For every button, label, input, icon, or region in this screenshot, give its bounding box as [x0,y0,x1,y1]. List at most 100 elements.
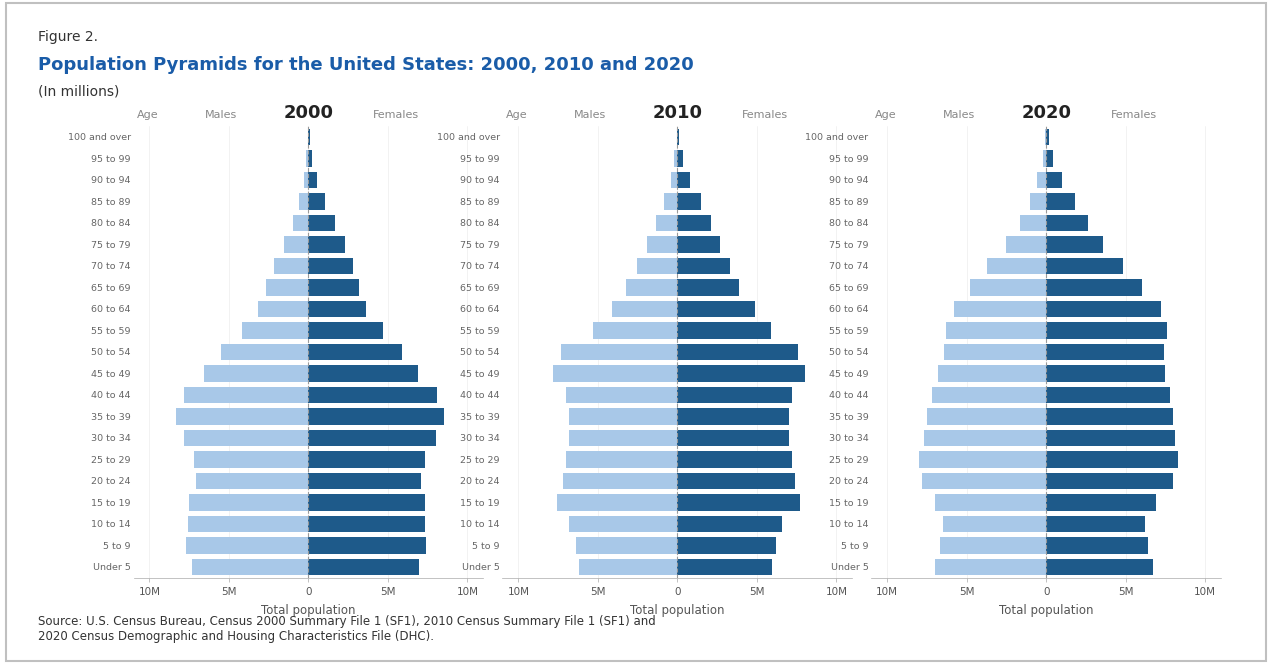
Bar [284,236,309,253]
Bar [579,558,678,575]
Bar [678,494,800,511]
Bar [1047,537,1149,554]
Bar [566,451,678,468]
Bar [943,515,1047,533]
Bar [678,430,789,446]
Bar [1043,150,1047,167]
Bar [678,236,720,253]
Bar [678,129,679,145]
Bar [927,408,1047,425]
Bar [309,451,425,468]
Bar [309,193,326,210]
Bar [678,193,701,210]
Bar [1047,408,1174,425]
Bar [1047,322,1168,339]
Bar [309,150,312,167]
Bar [612,301,678,317]
Bar [309,171,317,189]
X-axis label: Total population: Total population [261,604,356,617]
Bar [678,322,771,339]
Bar [1047,386,1170,403]
Bar [561,343,678,361]
Bar [557,494,678,511]
Bar [922,473,1047,489]
Bar [1047,515,1145,533]
Bar [309,279,360,295]
Bar [931,386,1047,403]
Bar [192,558,309,575]
Bar [678,537,776,554]
Bar [570,515,678,533]
Bar [309,129,310,145]
Bar [553,365,678,382]
Bar [1047,150,1053,167]
Bar [939,365,1047,382]
Text: Source: U.S. Census Bureau, Census 2000 Summary File 1 (SF1), 2010 Census Summar: Source: U.S. Census Bureau, Census 2000 … [38,615,656,643]
Bar [678,558,772,575]
Bar [196,473,309,489]
Bar [1047,473,1174,489]
Bar [678,408,789,425]
Bar [1047,193,1075,210]
Bar [307,150,309,167]
Bar [188,515,309,533]
Bar [204,365,309,382]
Bar [678,386,791,403]
Bar [678,150,683,167]
Bar [940,537,1047,554]
Bar [647,236,678,253]
Bar [309,386,438,403]
Bar [1030,193,1047,210]
Bar [309,365,418,382]
Bar [1047,494,1156,511]
Bar [1038,171,1047,189]
Bar [935,494,1047,511]
Text: Males: Males [574,110,605,120]
Text: Figure 2.: Figure 2. [38,30,98,44]
Bar [971,279,1047,295]
Bar [266,279,309,295]
Bar [946,322,1047,339]
Bar [944,343,1047,361]
Bar [935,558,1047,575]
Text: Males: Males [205,110,237,120]
Bar [184,430,309,446]
Bar [309,343,402,361]
Text: Females: Females [742,110,787,120]
Bar [1047,236,1104,253]
Bar [1047,301,1161,317]
Bar [221,343,309,361]
Bar [678,473,795,489]
Bar [570,408,678,425]
Bar [923,430,1047,446]
Bar [678,515,782,533]
Bar [186,537,309,554]
Bar [1047,558,1152,575]
Bar [954,301,1047,317]
Bar [987,258,1047,274]
Bar [309,473,421,489]
Bar [1047,129,1049,145]
Bar [570,430,678,446]
Bar [678,451,791,468]
Bar [664,193,678,210]
Bar [1047,279,1142,295]
Bar [678,365,805,382]
Text: Females: Females [1110,110,1156,120]
Bar [678,279,739,295]
Bar [309,258,354,274]
Bar [309,236,345,253]
Bar [593,322,678,339]
Bar [918,451,1047,468]
Text: Age: Age [137,110,159,120]
Bar [275,258,309,274]
Bar [309,322,383,339]
Bar [1047,343,1164,361]
Bar [678,258,730,274]
Text: Population Pyramids for the United States: 2000, 2010 and 2020: Population Pyramids for the United State… [38,56,695,74]
Bar [1006,236,1047,253]
Bar [1047,430,1175,446]
Bar [304,171,309,189]
Bar [195,451,309,468]
Bar [1047,214,1088,231]
